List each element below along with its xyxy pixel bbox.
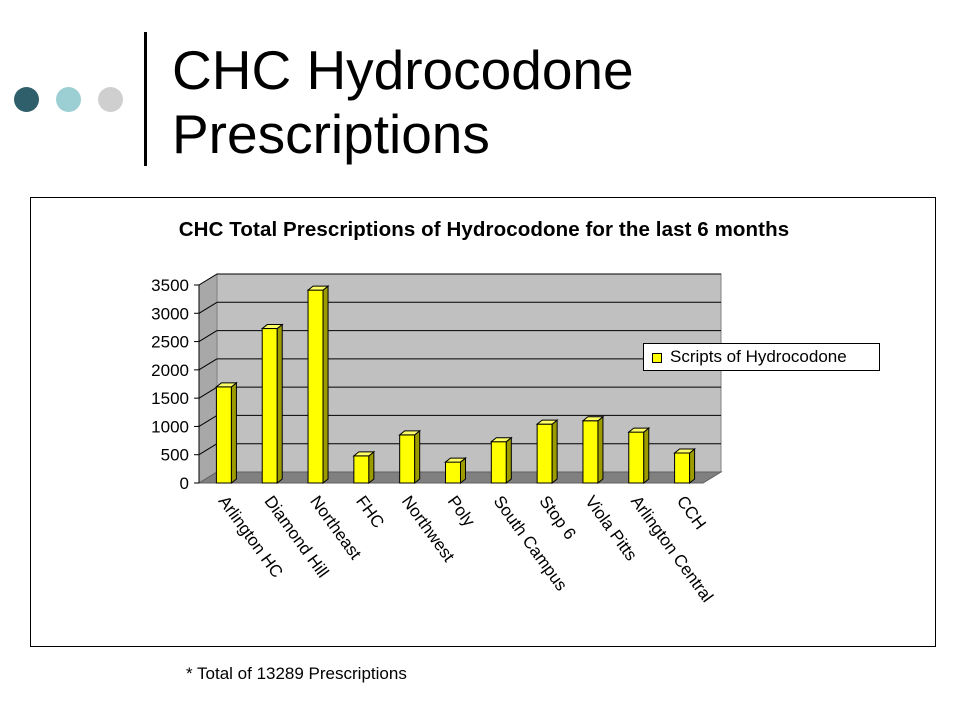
bar-top: [627, 427, 651, 433]
bar-top: [306, 285, 330, 291]
slide-title-line2: Prescriptions: [172, 103, 490, 165]
bar-top: [214, 382, 238, 388]
chart-legend: Scripts of Hydrocodone: [643, 343, 880, 371]
bar-front: [399, 434, 416, 484]
bar-front: [582, 420, 599, 484]
bar-top: [444, 457, 467, 463]
chart-frame: CHC Total Prescriptions of Hydrocodone f…: [30, 197, 936, 647]
bar-top: [673, 448, 697, 454]
bar-front: [536, 423, 553, 484]
slide-title: CHC Hydrocodone Prescriptions: [172, 38, 872, 166]
dot-dark: [14, 87, 39, 112]
footnote: * Total of 13289 Prescriptions: [186, 664, 407, 683]
bar-top: [489, 437, 513, 443]
x-tick-label: FHC: [352, 492, 388, 531]
bar-front: [490, 441, 507, 484]
bar-top: [581, 416, 605, 422]
bar-top: [352, 451, 376, 457]
bar-front: [445, 461, 461, 484]
bar-top: [398, 430, 422, 436]
y-tick-label: 3500: [151, 276, 189, 295]
y-tick-label: 2500: [151, 333, 189, 352]
legend-label: Scripts of Hydrocodone: [670, 347, 847, 366]
y-tick-label: 3000: [151, 304, 189, 323]
y-tick-label: 2000: [151, 361, 189, 380]
bar-side: [368, 450, 375, 485]
dot-teal: [56, 87, 81, 112]
bar-front: [307, 289, 324, 484]
y-tick-label: 1500: [151, 389, 189, 408]
bar-side: [551, 419, 558, 485]
bar-side: [689, 447, 696, 485]
bar-top: [535, 419, 559, 425]
bar-top: [260, 324, 284, 330]
bar-side: [597, 415, 604, 485]
bar-side: [276, 323, 283, 485]
gridline-side: [198, 301, 218, 314]
y-tick-label: 0: [180, 474, 189, 493]
x-tick-label: Poly: [444, 492, 479, 530]
bar-front: [674, 452, 691, 484]
bar-front: [261, 328, 278, 484]
y-tick-label: 500: [161, 446, 189, 465]
gridline-side: [198, 358, 218, 371]
plot-side-wall: [198, 273, 218, 484]
bar-side: [414, 429, 421, 485]
chart-title: CHC Total Prescriptions of Hydrocodone f…: [178, 218, 790, 241]
bar-front: [215, 386, 232, 484]
bar-side: [230, 381, 237, 485]
gridline-side: [198, 415, 218, 427]
x-tick-label: Stop 6: [535, 492, 579, 543]
bar-side: [322, 285, 329, 485]
gridline-side: [198, 330, 218, 342]
legend-swatch: [652, 353, 662, 363]
title-rule: [144, 32, 147, 166]
bar-front: [353, 455, 370, 484]
decorative-dots: [14, 87, 124, 113]
gridline-side: [198, 443, 218, 456]
y-tick-label: 1000: [151, 417, 189, 436]
x-tick-label: Arlington Central: [627, 492, 717, 606]
bar-side: [505, 436, 512, 485]
bar-front: [628, 431, 645, 484]
x-tick-label: CCH: [673, 492, 710, 533]
gridline-side: [198, 386, 218, 399]
bar-side: [643, 427, 650, 485]
slide-title-line1: CHC Hydrocodone: [172, 39, 634, 101]
dot-gray: [98, 87, 123, 112]
gridline-side: [198, 273, 218, 286]
